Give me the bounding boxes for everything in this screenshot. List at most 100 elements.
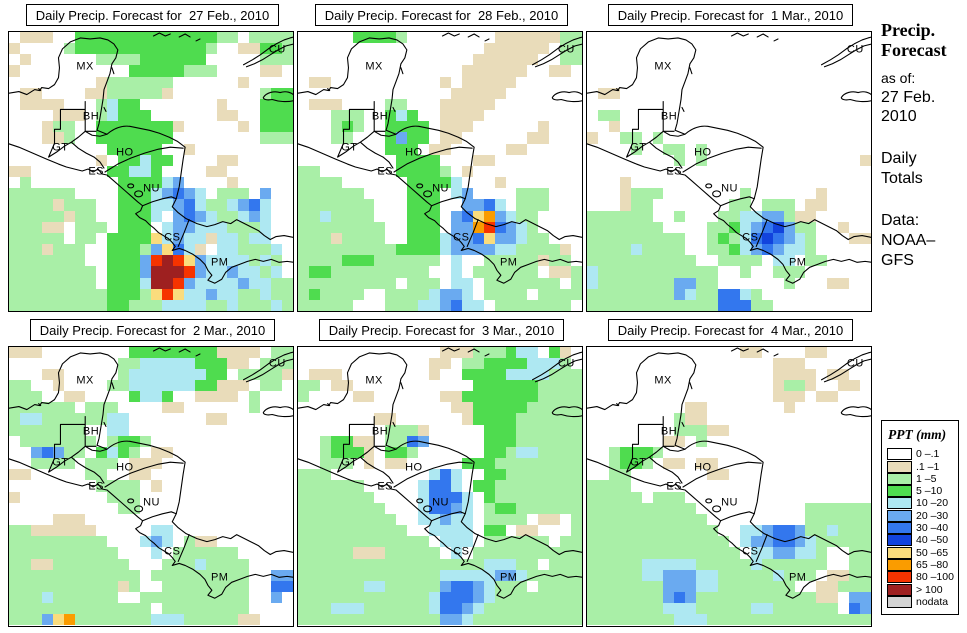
map-label-cs: CS	[164, 545, 181, 558]
legend-label: nodata	[916, 595, 949, 608]
legend-swatch	[887, 472, 912, 485]
legend-rows: 0 –.1.1 –1 1 –5 5 –10 10 –20 20 –30 30 –40 40 …	[887, 448, 955, 608]
map-label-ho: HO	[405, 146, 423, 159]
map-label-gt: GT	[52, 141, 69, 154]
map-label-es: ES	[377, 165, 394, 178]
legend-label: 1 –5	[916, 472, 937, 485]
legend-swatch	[887, 558, 912, 571]
sidebar-title-line2: Forecast	[881, 40, 947, 61]
legend-row: nodata	[887, 595, 955, 608]
sidebar-asof: as of: 27 Feb. 2010	[881, 70, 967, 127]
legend-swatch	[887, 546, 912, 559]
precip-cell-grid	[9, 32, 293, 311]
map-label-bh: BH	[371, 110, 389, 123]
legend-label: > 100	[916, 583, 943, 596]
panel-28-feb: Daily Precip. Forecast for 28 Feb., 2010…	[297, 4, 586, 315]
panel-title-row: Daily Precip. Forecast for 27 Feb., 2010	[8, 4, 297, 29]
legend-row: 40 –50	[887, 534, 955, 547]
legend-swatch	[887, 571, 912, 584]
legend-row: > 100	[887, 583, 955, 596]
map-label-nu: NU	[432, 182, 450, 195]
legend-swatch	[887, 522, 912, 535]
map-label-es: ES	[88, 165, 105, 178]
sidebar: Precip. Forecast as of: 27 Feb. 2010 Dai…	[875, 4, 967, 629]
legend-swatch	[887, 485, 912, 498]
map-label-cu: CU	[268, 357, 286, 370]
legend-label: 80 –100	[916, 571, 954, 584]
legend-row: 30 –40	[887, 522, 955, 535]
map-label-cs: CS	[164, 231, 181, 244]
map-label-cu: CU	[557, 43, 575, 56]
map-label-nu: NU	[432, 496, 450, 509]
panel-title-row: Daily Precip. Forecast for 28 Feb., 2010	[297, 4, 586, 29]
map-label-nu: NU	[143, 182, 161, 195]
map-label-ho: HO	[694, 461, 712, 474]
map-label-es: ES	[666, 165, 683, 178]
map-label-pm: PM	[210, 571, 229, 584]
data-label: Data:	[881, 211, 920, 229]
panel-title-row: Daily Precip. Forecast for 3 Mar., 2010	[297, 318, 586, 344]
panel-4-mar: Daily Precip. Forecast for 4 Mar., 2010 …	[586, 318, 875, 630]
legend-label: 30 –40	[916, 522, 949, 535]
map-label-pm: PM	[788, 256, 807, 269]
map-label-mx: MX	[365, 374, 383, 387]
map-label-bh: BH	[660, 425, 678, 438]
map-label-gt: GT	[630, 456, 647, 469]
legend-label: 65 –80	[916, 558, 949, 571]
map-label-mx: MX	[76, 374, 94, 387]
panel-2-mar: Daily Precip. Forecast for 2 Mar., 2010 …	[8, 318, 297, 630]
legend-swatch	[887, 497, 912, 510]
map-label-cs: CS	[742, 231, 759, 244]
map-label-ho: HO	[116, 461, 134, 474]
map-label-gt: GT	[341, 141, 358, 154]
map-label-pm: PM	[210, 256, 229, 269]
legend-row: .1 –1	[887, 460, 955, 473]
panel-27-feb: Daily Precip. Forecast for 27 Feb., 2010…	[8, 4, 297, 315]
legend-swatch	[887, 595, 912, 608]
map-label-cs: CS	[742, 545, 759, 558]
map-label-ho: HO	[405, 461, 423, 474]
map-label-es: ES	[666, 480, 683, 493]
legend-swatch	[887, 460, 912, 473]
totals-line2: Totals	[881, 169, 923, 187]
forecast-map: MX CU BH GT HO ES NU CS PM	[586, 345, 872, 627]
forecast-map: MX CU BH GT HO ES NU CS PM	[8, 345, 294, 627]
forecast-map: MX CU BH GT HO ES NU CS PM	[297, 31, 583, 312]
sidebar-totals: Daily Totals	[881, 149, 967, 189]
legend-row: 20 –30	[887, 509, 955, 522]
legend-row: 5 –10	[887, 485, 955, 498]
map-label-pm: PM	[499, 571, 518, 584]
legend-label: 5 –10	[916, 485, 943, 498]
panel-title: Daily Precip. Forecast for 2 Mar., 2010	[29, 318, 276, 341]
precip-cell-grid	[298, 346, 582, 626]
precip-cell-grid	[298, 32, 582, 311]
map-label-gt: GT	[341, 456, 358, 469]
panel-title-row: Daily Precip. Forecast for 1 Mar., 2010	[586, 4, 875, 29]
sidebar-title-line1: Precip.	[881, 20, 936, 40]
sidebar-title: Precip. Forecast	[881, 20, 967, 60]
precip-legend: PPT (mm) 0 –.1.1 –1 1 –5 5 –10 10 –20 20 –30…	[881, 420, 959, 615]
forecast-map: MX CU BH GT HO ES NU CS PM	[297, 345, 583, 627]
panel-1-mar: Daily Precip. Forecast for 1 Mar., 2010 …	[586, 4, 875, 315]
map-label-cu: CU	[557, 357, 575, 370]
precip-cell-grid	[9, 346, 293, 626]
legend-row: 65 –80	[887, 558, 955, 571]
map-label-mx: MX	[76, 60, 94, 73]
legend-row: 1 –5	[887, 472, 955, 485]
asof-date-line1: 27 Feb.	[881, 88, 936, 106]
legend-title: PPT (mm)	[888, 427, 947, 443]
map-label-pm: PM	[788, 571, 807, 584]
panel-title: Daily Precip. Forecast for 27 Feb., 2010	[25, 4, 280, 26]
map-label-mx: MX	[654, 374, 672, 387]
map-label-nu: NU	[143, 496, 161, 509]
legend-row: 80 –100	[887, 571, 955, 584]
map-label-mx: MX	[365, 60, 383, 73]
panel-title: Daily Precip. Forecast for 1 Mar., 2010	[607, 4, 854, 26]
data-source-line1: NOAA–	[881, 231, 936, 249]
map-label-bh: BH	[371, 425, 389, 438]
legend-row: 10 –20	[887, 497, 955, 510]
legend-label: 20 –30	[916, 509, 949, 522]
map-label-ho: HO	[694, 146, 712, 159]
legend-label: 50 –65	[916, 546, 949, 559]
